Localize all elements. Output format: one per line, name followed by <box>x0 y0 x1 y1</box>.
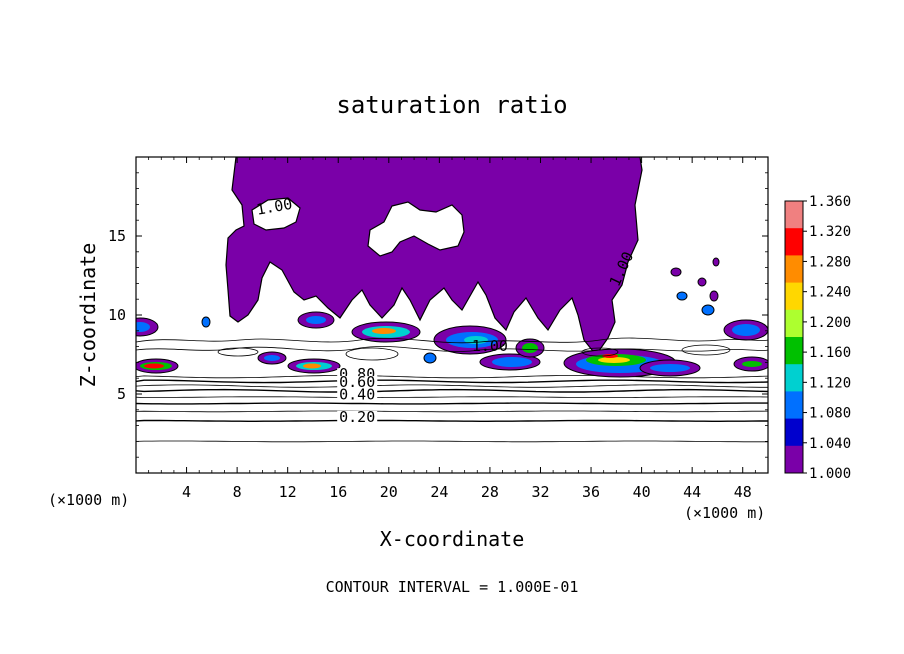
x-axis-title: X-coordinate <box>380 527 525 551</box>
colorbar-label: 1.120 <box>809 375 851 391</box>
stratified-contour-line <box>136 388 768 393</box>
colorbar-label: 1.080 <box>809 406 851 422</box>
colorbar-frame <box>784 200 804 474</box>
colorbar: 1.360 1.320 1.280 1.240 1.200 1.160 1.120 1.080… <box>784 194 851 482</box>
contour-label-bg <box>337 376 378 390</box>
stratified-contour-line <box>136 375 768 379</box>
colorbar-segment <box>785 282 803 311</box>
x-tick-label: 8 <box>233 483 242 501</box>
x-tick-label: 28 <box>481 483 499 501</box>
cloud-region-upper <box>225 157 643 356</box>
x-unit-right: (×1000 m) <box>684 504 765 522</box>
plot-area: 1.001.001.000.800.600.400.20 <box>135 156 769 474</box>
x-unit-left: (×1000 m) <box>48 491 129 509</box>
contour-label: 0.20 <box>339 408 375 426</box>
stratified-contours <box>136 375 768 443</box>
x-tick-label: 36 <box>582 483 600 501</box>
stratified-contour-line <box>136 410 768 413</box>
colorbar-segment <box>785 337 803 365</box>
y-tick-label: 5 <box>117 385 126 403</box>
y-axis: 5 10 15 <box>108 172 768 458</box>
stratified-contour-line <box>136 402 768 405</box>
colorbar-segment <box>785 418 803 447</box>
colorbar-label: 1.000 <box>809 466 851 482</box>
stratified-contour-line <box>136 396 768 399</box>
cloud-hole-2 <box>251 197 301 231</box>
colorbar-label: 1.280 <box>809 254 851 270</box>
stratified-contour-line <box>136 440 768 443</box>
colorbar-segment <box>785 445 803 474</box>
colorbar-segment <box>785 201 803 229</box>
x-tick-label: 24 <box>430 483 448 501</box>
stratified-contour-line <box>136 419 768 422</box>
colored-patches <box>136 257 768 378</box>
x-tick-label: 20 <box>380 483 398 501</box>
x-tick-label: 4 <box>182 483 191 501</box>
x-tick-label: 48 <box>734 483 752 501</box>
y-axis-title: Z-coordinate <box>76 243 100 388</box>
colorbar-segment <box>785 255 803 284</box>
colorbar-segment <box>785 391 803 420</box>
colorbar-label: 1.160 <box>809 345 851 361</box>
contour-label-bg <box>337 410 378 424</box>
contour-label-bg <box>337 388 378 402</box>
colorbar-label: 1.240 <box>809 285 851 301</box>
contour-labels: 1.001.001.000.800.600.400.20 <box>255 195 637 426</box>
colorbar-label: 1.200 <box>809 315 851 331</box>
x-tick-label: 44 <box>683 483 701 501</box>
contour-label: 0.60 <box>339 373 375 391</box>
y-tick-label: 10 <box>108 306 126 324</box>
stratified-contour-line <box>136 384 768 388</box>
colorbar-segment <box>785 364 803 392</box>
x-tick-label: 40 <box>633 483 651 501</box>
stratified-contour-line <box>136 379 768 384</box>
y-tick-label: 15 <box>108 227 126 245</box>
colorbar-label: 1.040 <box>809 436 851 452</box>
colorbar-segment <box>785 309 803 338</box>
x-tick-label: 16 <box>329 483 347 501</box>
chart-title: saturation ratio <box>336 91 567 119</box>
colorbar-label: 1.320 <box>809 224 851 240</box>
colorbar-label: 1.360 <box>809 194 851 210</box>
x-tick-label: 32 <box>531 483 549 501</box>
colorbar-segment <box>785 228 803 256</box>
contour-label: 0.40 <box>339 386 375 404</box>
cloud-base-contours <box>136 337 768 361</box>
x-tick-label: 12 <box>279 483 297 501</box>
contour-label: 1.00 <box>255 195 294 219</box>
x-axis: 4 8 12 16 20 24 28 32 36 40 44 48 <box>148 157 756 501</box>
cloud-hole-1 <box>367 201 465 257</box>
contour-label: 1.00 <box>472 337 508 355</box>
contour-interval-note: CONTOUR INTERVAL = 1.000E-01 <box>326 578 579 596</box>
